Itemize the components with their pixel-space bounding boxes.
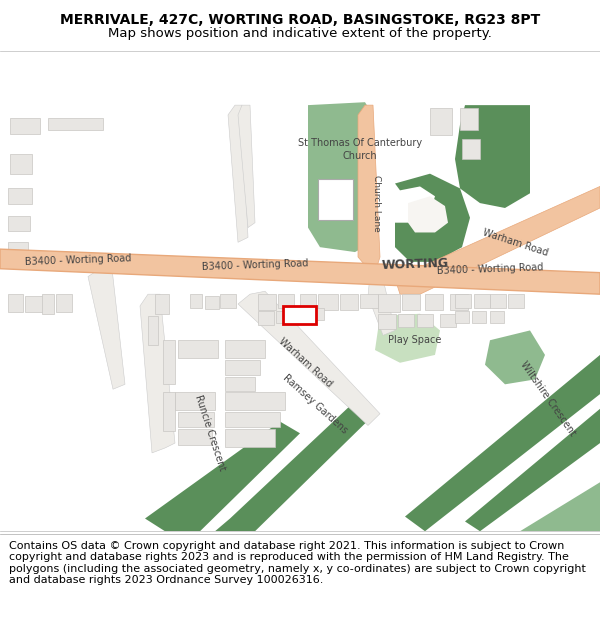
Polygon shape	[238, 105, 255, 228]
Polygon shape	[395, 174, 470, 262]
Bar	[25, 296, 43, 312]
Bar	[225, 429, 275, 447]
Bar	[508, 294, 524, 308]
Bar	[378, 314, 396, 329]
Polygon shape	[88, 269, 125, 389]
Bar	[10, 154, 32, 174]
Bar	[474, 294, 490, 308]
Bar	[318, 179, 353, 220]
Bar	[155, 294, 169, 314]
Bar	[472, 311, 486, 322]
Bar	[292, 308, 306, 319]
Bar	[220, 294, 236, 308]
Polygon shape	[395, 186, 600, 294]
Bar	[440, 314, 456, 328]
Bar	[450, 294, 468, 310]
Bar	[430, 108, 452, 136]
Bar	[276, 311, 290, 322]
Bar	[10, 118, 40, 134]
Bar	[462, 139, 480, 159]
Text: Runcie Crescent: Runcie Crescent	[193, 394, 227, 472]
Bar	[340, 294, 358, 310]
Bar	[225, 392, 285, 410]
Text: Contains OS data © Crown copyright and database right 2021. This information is : Contains OS data © Crown copyright and d…	[9, 541, 586, 586]
Bar	[8, 294, 23, 312]
Polygon shape	[228, 105, 248, 242]
Bar	[178, 429, 212, 445]
Polygon shape	[140, 294, 175, 453]
Bar	[360, 294, 378, 308]
Bar	[417, 314, 433, 328]
Bar	[205, 296, 219, 309]
Bar	[490, 294, 506, 308]
Bar	[308, 308, 324, 319]
Polygon shape	[465, 409, 600, 531]
Bar	[48, 118, 103, 129]
Polygon shape	[358, 105, 380, 272]
Bar	[398, 314, 414, 328]
Bar	[163, 392, 175, 431]
Polygon shape	[308, 102, 373, 252]
Text: WORTING: WORTING	[381, 257, 449, 272]
Polygon shape	[408, 196, 448, 232]
Bar	[225, 340, 265, 358]
Polygon shape	[215, 406, 370, 531]
Bar	[42, 294, 54, 314]
Bar	[460, 108, 478, 129]
Bar	[318, 294, 338, 310]
Text: B3400 - Worting Road: B3400 - Worting Road	[25, 253, 131, 267]
Bar	[225, 360, 260, 376]
Bar	[225, 412, 280, 428]
Bar	[163, 340, 175, 384]
Bar	[175, 392, 215, 410]
Bar	[300, 294, 316, 308]
Polygon shape	[238, 291, 380, 426]
Bar	[178, 340, 218, 358]
Text: Ramsey Gardens: Ramsey Gardens	[281, 372, 349, 436]
Text: B3400 - Worting Road: B3400 - Worting Road	[202, 258, 308, 272]
Bar	[8, 242, 28, 258]
Bar	[178, 412, 214, 428]
Polygon shape	[145, 421, 300, 531]
Text: Wiltshire Crescent: Wiltshire Crescent	[518, 360, 578, 438]
Text: B3400 - Worting Road: B3400 - Worting Road	[437, 262, 544, 276]
Bar	[8, 188, 32, 204]
Text: Warham Road: Warham Road	[276, 336, 334, 389]
Bar	[278, 294, 294, 308]
Bar	[8, 216, 30, 231]
Text: Map shows position and indicative extent of the property.: Map shows position and indicative extent…	[108, 27, 492, 40]
Text: Church Lane: Church Lane	[371, 175, 380, 231]
Bar	[190, 294, 202, 308]
Polygon shape	[455, 105, 530, 208]
Bar	[378, 294, 400, 312]
Bar	[225, 378, 255, 391]
Bar	[258, 294, 276, 310]
Polygon shape	[368, 274, 395, 336]
Bar	[402, 294, 420, 310]
Polygon shape	[520, 482, 600, 531]
Polygon shape	[405, 355, 600, 531]
Bar	[283, 306, 316, 324]
Bar	[258, 311, 274, 324]
Bar	[455, 311, 469, 322]
Bar	[455, 294, 471, 308]
Polygon shape	[485, 331, 545, 384]
Polygon shape	[0, 249, 600, 294]
Bar	[56, 294, 72, 312]
Bar	[490, 311, 504, 322]
Text: St Thomas Of Canterbury
Church: St Thomas Of Canterbury Church	[298, 138, 422, 161]
Text: Play Space: Play Space	[388, 335, 442, 345]
Bar	[425, 294, 443, 310]
Text: Warham Road: Warham Road	[481, 227, 549, 258]
Polygon shape	[375, 314, 440, 362]
Bar	[148, 316, 158, 345]
Text: MERRIVALE, 427C, WORTING ROAD, BASINGSTOKE, RG23 8PT: MERRIVALE, 427C, WORTING ROAD, BASINGSTO…	[60, 12, 540, 27]
